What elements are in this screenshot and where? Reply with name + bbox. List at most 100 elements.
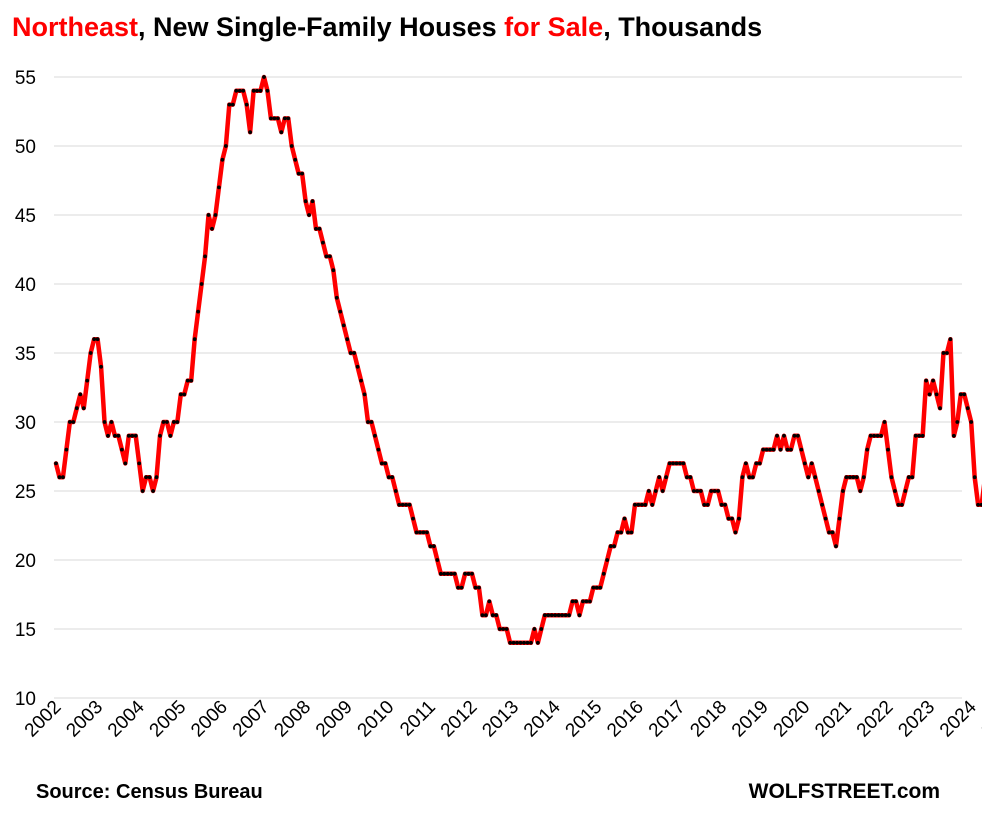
data-point <box>841 489 845 493</box>
data-point <box>133 433 138 438</box>
x-tick-label-2022: 2022 <box>853 697 898 742</box>
data-point <box>369 420 374 424</box>
data-point <box>119 447 124 452</box>
data-point <box>879 433 883 438</box>
x-tick-label-2013: 2013 <box>478 697 523 742</box>
data-point <box>927 392 932 397</box>
data-point <box>747 475 752 480</box>
data-point <box>130 433 135 438</box>
data-point <box>761 447 766 452</box>
y-axis-tick-labels: 10 15 20 25 30 35 40 45 50 55 <box>15 68 36 710</box>
data-point <box>601 571 606 576</box>
data-point <box>570 599 575 604</box>
data-point <box>487 599 492 604</box>
data-point <box>660 489 665 493</box>
data-point <box>591 585 596 590</box>
data-point <box>241 88 246 93</box>
data-point <box>341 323 346 328</box>
data-point <box>851 475 856 480</box>
data-point <box>317 226 322 231</box>
data-point <box>924 378 929 383</box>
data-point <box>702 502 707 507</box>
y-tick-label-45: 45 <box>15 206 36 227</box>
data-point <box>345 337 350 342</box>
data-point <box>237 88 242 93</box>
source-note: Source: Census Bureau <box>36 781 263 803</box>
data-point <box>976 502 981 507</box>
data-point <box>147 475 152 480</box>
data-point <box>431 544 436 549</box>
chart-title: Northeast, New Single-Family Houses for … <box>12 12 762 43</box>
data-point <box>920 433 925 438</box>
data-point <box>445 571 450 576</box>
series-line-group <box>53 74 982 646</box>
data-point <box>650 502 655 507</box>
title-units: , Thousands <box>603 12 763 42</box>
data-point <box>556 613 561 618</box>
x-tick-label-2004: 2004 <box>104 696 149 741</box>
data-point <box>466 571 471 576</box>
x-tick-label-2015: 2015 <box>562 697 607 742</box>
data-point <box>494 613 499 618</box>
data-point <box>78 392 83 397</box>
y-tick-label-15: 15 <box>15 620 36 641</box>
data-point <box>248 130 253 135</box>
data-point <box>785 447 790 452</box>
data-point <box>386 475 391 480</box>
data-point <box>504 627 509 631</box>
data-point <box>962 392 967 397</box>
data-point <box>227 102 232 107</box>
data-point <box>456 585 461 590</box>
data-point <box>397 502 402 507</box>
data-point <box>300 171 305 176</box>
data-point <box>629 530 634 535</box>
data-point <box>931 378 935 383</box>
data-point <box>764 447 769 452</box>
data-point <box>182 392 187 397</box>
data-point <box>418 530 422 535</box>
data-point <box>483 613 488 618</box>
y-tick-label-55: 55 <box>15 68 36 89</box>
data-point <box>88 351 93 355</box>
data-point <box>61 475 65 480</box>
data-point <box>594 585 599 590</box>
data-point <box>542 613 547 618</box>
data-point <box>743 461 748 466</box>
data-point <box>622 516 627 521</box>
data-point <box>435 558 440 562</box>
data-point <box>154 475 159 480</box>
data-point <box>303 199 308 204</box>
y-tick-label-50: 50 <box>15 137 36 158</box>
data-point <box>577 613 582 618</box>
data-point <box>549 613 554 618</box>
data-point <box>941 351 946 355</box>
data-point <box>657 475 662 480</box>
data-point <box>400 502 405 507</box>
data-point <box>196 309 201 314</box>
data-point <box>210 226 214 231</box>
data-point <box>612 544 617 549</box>
y-tick-label-35: 35 <box>15 344 36 365</box>
data-point <box>421 530 426 535</box>
data-point <box>820 502 825 507</box>
data-point <box>140 489 145 493</box>
x-tick-label-2007: 2007 <box>229 697 274 742</box>
data-point <box>795 433 800 438</box>
data-point <box>532 627 537 631</box>
y-tick-label-25: 25 <box>15 482 36 503</box>
data-point <box>581 599 585 604</box>
data-point <box>893 489 897 493</box>
data-point <box>255 88 259 93</box>
x-tick-label-2023: 2023 <box>894 697 939 742</box>
y-tick-label-40: 40 <box>15 275 36 296</box>
x-tick-label-2025: 2025 <box>978 697 982 742</box>
data-point <box>875 433 880 438</box>
data-point <box>757 461 762 466</box>
data-point <box>223 144 228 148</box>
data-point <box>768 447 773 452</box>
data-point <box>719 502 724 507</box>
data-point <box>393 489 398 493</box>
x-tick-label-2006: 2006 <box>187 697 232 742</box>
data-point <box>598 585 603 590</box>
data-point <box>525 640 530 645</box>
